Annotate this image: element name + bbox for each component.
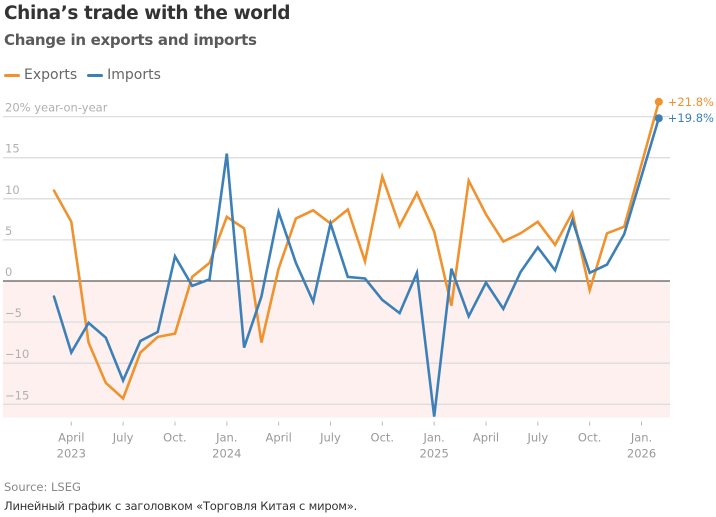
y-tick-label: 20% year-on-year xyxy=(5,101,108,115)
line-chart: 20% year-on-year 15 10 5 0 −5 −10 −15 April 2023… xyxy=(3,95,714,461)
x-tick-label: Jan. xyxy=(215,431,237,445)
chart-subtitle: Change in exports and imports xyxy=(4,31,257,49)
legend-label-imports: Imports xyxy=(107,67,161,83)
y-tick-label: 5 xyxy=(5,224,12,238)
x-tick-year-label: 2025 xyxy=(420,447,449,461)
end-label-exports: +21.8% xyxy=(668,95,714,109)
legend-item-exports: Exports xyxy=(4,67,77,83)
legend-label-exports: Exports xyxy=(24,67,78,83)
x-tick-year-label: 2026 xyxy=(627,447,656,461)
series-line-exports xyxy=(52,100,661,401)
x-tick-year-label: 2024 xyxy=(212,447,241,461)
x-tick-label: April xyxy=(265,431,291,445)
end-label-imports: +19.8% xyxy=(668,111,714,125)
x-tick-label: April xyxy=(58,431,84,445)
x-tick-label: Oct. xyxy=(163,431,187,445)
legend-swatch-imports xyxy=(87,73,104,77)
y-tick-label: 0 xyxy=(5,265,12,279)
y-tick-label: 10 xyxy=(5,183,20,197)
legend-swatch-exports xyxy=(4,73,20,77)
x-tick-year-label: 2023 xyxy=(57,447,86,461)
negative-region-shade xyxy=(3,281,670,418)
x-tick-label: July xyxy=(112,431,134,445)
legend-item-imports: Imports xyxy=(87,67,161,83)
x-tick-label: Oct. xyxy=(578,431,602,445)
end-marker-imports xyxy=(654,114,663,123)
x-tick-label: Oct. xyxy=(371,431,395,445)
x-tick-label: Jan. xyxy=(630,431,652,445)
end-marker-exports xyxy=(654,97,663,106)
y-tick-label: 15 xyxy=(5,142,20,156)
x-tick-label: April xyxy=(473,431,499,445)
x-tick-label: July xyxy=(319,431,341,445)
chart-caption: Линейный график с заголовком «Торговля К… xyxy=(4,499,358,513)
y-tick-label: −10 xyxy=(5,347,29,361)
x-tick-label: July xyxy=(526,431,548,445)
series-line-imports xyxy=(52,116,661,417)
source-note: Source: LSEG xyxy=(4,480,81,494)
x-tick-label: Jan. xyxy=(422,431,444,445)
y-tick-label: −15 xyxy=(5,388,29,402)
y-tick-label: −5 xyxy=(5,306,22,320)
chart-title: China’s trade with the world xyxy=(4,3,291,24)
legend: Exports Imports xyxy=(4,67,171,83)
